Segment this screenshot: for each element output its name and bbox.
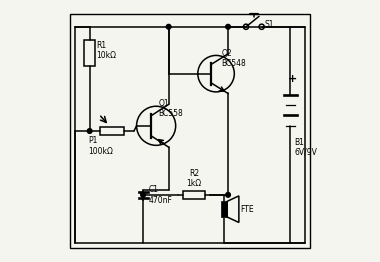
Text: R1
10kΩ: R1 10kΩ bbox=[96, 41, 116, 60]
Bar bbox=[183, 191, 205, 199]
Circle shape bbox=[226, 24, 230, 29]
Text: R2
1kΩ: R2 1kΩ bbox=[186, 169, 201, 188]
Bar bbox=[70, 14, 310, 248]
Circle shape bbox=[259, 24, 264, 29]
Text: Q2
BC548: Q2 BC548 bbox=[221, 49, 246, 68]
Circle shape bbox=[166, 24, 171, 29]
Bar bbox=[221, 201, 227, 217]
Text: P1
100kΩ: P1 100kΩ bbox=[89, 136, 113, 156]
Circle shape bbox=[198, 56, 234, 92]
Text: B1
6V/9V: B1 6V/9V bbox=[294, 138, 317, 157]
Circle shape bbox=[244, 24, 249, 29]
Bar bbox=[100, 127, 124, 135]
Text: Q1
BC558: Q1 BC558 bbox=[159, 99, 184, 118]
Circle shape bbox=[87, 129, 92, 133]
Text: +: + bbox=[288, 74, 298, 84]
Bar bbox=[84, 40, 95, 66]
Circle shape bbox=[141, 193, 146, 197]
Text: C1
470nF: C1 470nF bbox=[148, 185, 172, 205]
Circle shape bbox=[136, 106, 176, 145]
Text: S1: S1 bbox=[265, 20, 274, 29]
Circle shape bbox=[226, 193, 230, 197]
Text: FTE: FTE bbox=[241, 205, 254, 214]
